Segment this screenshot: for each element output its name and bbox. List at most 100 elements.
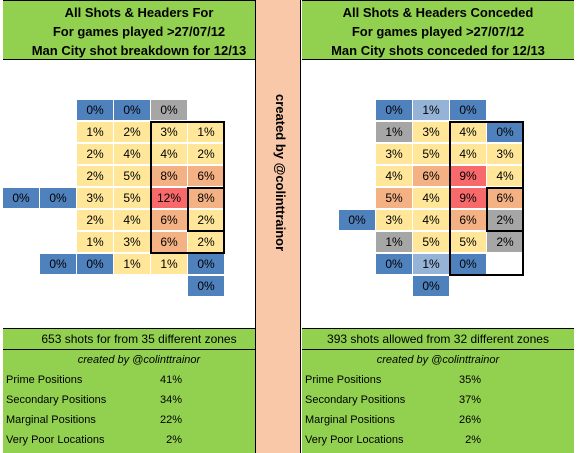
- stat-label: Secondary Positions: [305, 394, 406, 406]
- heatmap-cell: 2%: [487, 232, 524, 253]
- stat-row-very-poor: Very Poor Locations 2%: [6, 430, 270, 450]
- heatmap-cell: 3%: [376, 210, 413, 231]
- shots-conceded-heatmap: 0% 1% 0% 1% 3% 4% 0% 3% 5% 4% 3% 4% 6% 9% 4% 5% 4% 9% 6% 0%…: [302, 60, 574, 328]
- heatmap-cell: 4%: [413, 210, 450, 231]
- heatmap-cell: 6%: [151, 210, 188, 231]
- credit-divider: created by @colinttrainor: [255, 0, 301, 453]
- shots-for-summary: 653 shots for from 35 different zones: [3, 328, 275, 350]
- heatmap-cell: 0%: [188, 276, 225, 297]
- stat-value: 37%: [458, 394, 481, 406]
- shots-conceded-header: All Shots & Headers Conceded For games p…: [302, 0, 574, 60]
- shots-for-credit: created by @colinttrainor: [3, 350, 275, 370]
- heatmap-cell: 1%: [151, 254, 188, 275]
- heatmap-cell: 0%: [450, 100, 487, 121]
- heatmap-cell: 4%: [114, 210, 151, 231]
- heatmap-cell: 1%: [413, 254, 450, 275]
- shots-conceded-credit: created by @colinttrainor: [302, 350, 574, 370]
- heatmap-cell: 0%: [3, 188, 40, 209]
- divider-credit-text: created by @colinttrainor: [273, 94, 288, 252]
- stat-value: 2%: [465, 434, 481, 446]
- heatmap-cell: 6%: [413, 166, 450, 187]
- heatmap-cell: 6%: [487, 188, 524, 209]
- heatmap-cell: 4%: [114, 144, 151, 165]
- heatmap-cell: 6%: [151, 232, 188, 253]
- shots-for-subtitle-2: Man City shot breakdown for 12/13: [31, 43, 247, 58]
- heatmap-cell: 0%: [77, 100, 114, 121]
- stat-label: Prime Positions: [6, 374, 83, 386]
- stat-value: 34%: [159, 394, 182, 406]
- heatmap-cell: 0%: [413, 276, 450, 297]
- heatmap-cell: 0%: [77, 254, 114, 275]
- stat-row-marginal: Marginal Positions 22%: [6, 410, 270, 430]
- heatmap-cell: 5%: [114, 166, 151, 187]
- heatmap-cell: 2%: [188, 144, 225, 165]
- heatmap-cell: 9%: [450, 188, 487, 209]
- heatmap-cell: 4%: [487, 166, 524, 187]
- heatmap-cell: 8%: [188, 188, 225, 209]
- heatmap-cell: 0%: [376, 254, 413, 275]
- shots-for-header: All Shots & Headers For For games played…: [3, 0, 275, 60]
- stat-row-marginal: Marginal Positions 26%: [305, 410, 569, 430]
- heatmap-cell: 5%: [376, 188, 413, 209]
- heatmap-cell: 6%: [450, 210, 487, 231]
- heatmap-cell: 2%: [188, 232, 225, 253]
- shots-conceded-subtitle-2: Man City shots conceded for 12/13: [331, 43, 545, 58]
- heatmap-cell: 3%: [487, 144, 524, 165]
- stat-label: Secondary Positions: [6, 394, 107, 406]
- heatmap-cell: 0%: [151, 100, 188, 121]
- heatmap-cell: 0%: [450, 254, 487, 275]
- heatmap-cell: 1%: [114, 254, 151, 275]
- heatmap-cell: 4%: [450, 144, 487, 165]
- heatmap-cell: 0%: [339, 210, 376, 231]
- heatmap-cell: 5%: [413, 144, 450, 165]
- heatmap-cell: 1%: [77, 232, 114, 253]
- heatmap-cell: 3%: [413, 122, 450, 143]
- heatmap-cell: 0%: [114, 100, 151, 121]
- stat-label: Very Poor Locations: [305, 434, 404, 446]
- heatmap-cell: 0%: [40, 254, 77, 275]
- stat-label: Marginal Positions: [6, 414, 96, 426]
- stat-row-secondary: Secondary Positions 37%: [305, 390, 569, 410]
- heatmap-cell: 2%: [77, 166, 114, 187]
- shots-conceded-stats: Prime Positions 35% Secondary Positions …: [302, 370, 574, 453]
- heatmap-cell: 1%: [376, 232, 413, 253]
- heatmap-cell: 2%: [77, 144, 114, 165]
- heatmap-cell: 0%: [188, 254, 225, 275]
- heatmap-cell: 4%: [151, 144, 188, 165]
- shots-conceded-panel: All Shots & Headers Conceded For games p…: [302, 0, 574, 453]
- heatmap-cell: 1%: [77, 122, 114, 143]
- shots-for-heatmap: 0% 0% 0% 1% 2% 3% 1% 2% 4% 4% 2% 2% 5% 8% 6% 0% 0% 3% 5% 12…: [3, 60, 275, 328]
- stat-row-secondary: Secondary Positions 34%: [6, 390, 270, 410]
- heatmap-cell: 3%: [114, 232, 151, 253]
- heatmap-cell: 0%: [376, 100, 413, 121]
- heatmap-cell: 0%: [487, 122, 524, 143]
- stat-label: Prime Positions: [305, 374, 382, 386]
- heatmap-cell: 4%: [450, 122, 487, 143]
- stat-label: Marginal Positions: [305, 414, 395, 426]
- stat-row-prime: Prime Positions 35%: [305, 370, 569, 390]
- shots-for-subtitle-1: For games played >27/07/12: [52, 24, 226, 39]
- heatmap-cell: 9%: [450, 166, 487, 187]
- shots-for-panel: All Shots & Headers For For games played…: [3, 0, 275, 453]
- heatmap-cell: 2%: [114, 122, 151, 143]
- heatmap-cell: 5%: [114, 188, 151, 209]
- stat-value: 41%: [159, 374, 182, 386]
- heatmap-cell: 2%: [487, 210, 524, 231]
- stat-value: 35%: [458, 374, 481, 386]
- heatmap-cell: 3%: [151, 122, 188, 143]
- stat-row-prime: Prime Positions 41%: [6, 370, 270, 390]
- heatmap-cell: 6%: [188, 166, 225, 187]
- shots-conceded-summary: 393 shots allowed from 32 different zone…: [302, 328, 574, 350]
- shots-conceded-title: All Shots & Headers Conceded: [342, 5, 534, 20]
- heatmap-cell: 4%: [376, 166, 413, 187]
- heatmap-cell: 3%: [376, 144, 413, 165]
- heatmap-cell: 12%: [151, 188, 188, 209]
- heatmap-cell: 0%: [40, 188, 77, 209]
- stat-label: Very Poor Locations: [6, 434, 105, 446]
- heatmap-cell: 3%: [77, 188, 114, 209]
- stat-value: 2%: [166, 434, 182, 446]
- heatmap-cell: 1%: [376, 122, 413, 143]
- heatmap-cell: 2%: [77, 210, 114, 231]
- heatmap-cell: 1%: [413, 100, 450, 121]
- heatmap-cell: 5%: [450, 232, 487, 253]
